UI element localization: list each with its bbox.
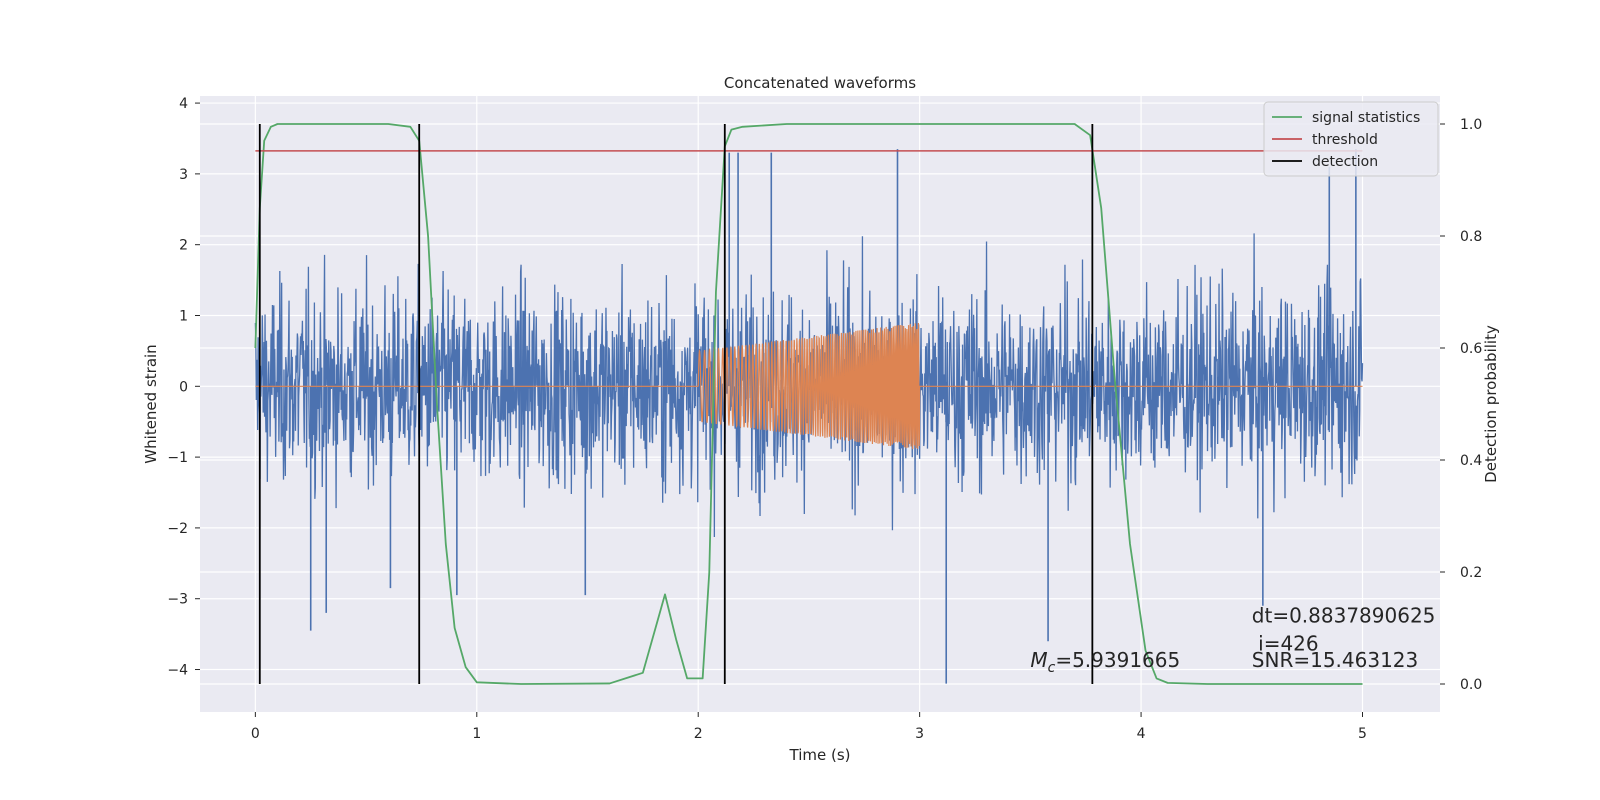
legend-label: detection <box>1312 154 1378 170</box>
annotation-symbol: M <box>1030 648 1047 672</box>
y-tick-label: −4 <box>167 663 188 679</box>
y-tick-label: −3 <box>167 592 188 608</box>
legend: signal statistics threshold detection <box>1263 101 1439 177</box>
annotation-subscript: c <box>1048 660 1056 676</box>
annotation: i=426 <box>1252 631 1319 655</box>
strain-line <box>254 233 1364 538</box>
y2-axis-label: Detection probability <box>1482 325 1500 483</box>
y2-tick-label: 0.4 <box>1460 453 1482 469</box>
signal-statistics-line <box>254 123 1363 685</box>
y-tick-label: 0 <box>179 379 188 395</box>
x-tick-label: 5 <box>1358 726 1367 742</box>
y2-tick-label: 1.0 <box>1460 117 1482 133</box>
chart-title: Concatenated waveforms <box>724 74 916 92</box>
x-tick-label: 4 <box>1137 726 1146 742</box>
y-tick-label: 1 <box>179 308 188 324</box>
annotation: Mc=5.9391665 <box>1030 648 1180 676</box>
y2-tick-label: 0.8 <box>1460 229 1482 245</box>
y2-tick-label: 0.6 <box>1460 341 1482 357</box>
x-tick-label: 0 <box>251 726 260 742</box>
annotations: dt=0.8837890625 i=426 Mc=5.9391665 SNR=15.… <box>1030 603 1435 676</box>
y2-tick-label: 0.2 <box>1460 565 1482 581</box>
plot-area <box>254 123 1364 685</box>
y2-tick-label: 0.0 <box>1460 677 1482 693</box>
axes: 0 1 2 3 4 5 −4 −3 −2 −1 0 1 2 3 4 0.0 0.2 0.4 0.6 0.8 1.0 <box>167 96 1482 742</box>
annotation-value: =5.9391665 <box>1055 648 1180 672</box>
y-tick-label: 4 <box>179 96 188 112</box>
y-tick-label: −2 <box>167 521 188 537</box>
legend-label: signal statistics <box>1312 110 1420 126</box>
y-tick-label: −1 <box>167 450 188 466</box>
y-tick-label: 2 <box>179 238 188 254</box>
annotation: dt=0.8837890625 <box>1252 603 1436 627</box>
chirp-line <box>255 323 1363 450</box>
legend-box <box>1263 101 1439 177</box>
y-tick-label: 3 <box>179 167 188 183</box>
x-tick-label: 2 <box>694 726 703 742</box>
y-axis-label: Whitened strain <box>142 344 160 463</box>
legend-label: threshold <box>1312 132 1378 148</box>
annotation: SNR=15.463123 <box>1252 648 1418 672</box>
x-tick-label: 1 <box>472 726 481 742</box>
x-tick-label: 3 <box>915 726 924 742</box>
x-axis-label: Time (s) <box>789 746 851 764</box>
